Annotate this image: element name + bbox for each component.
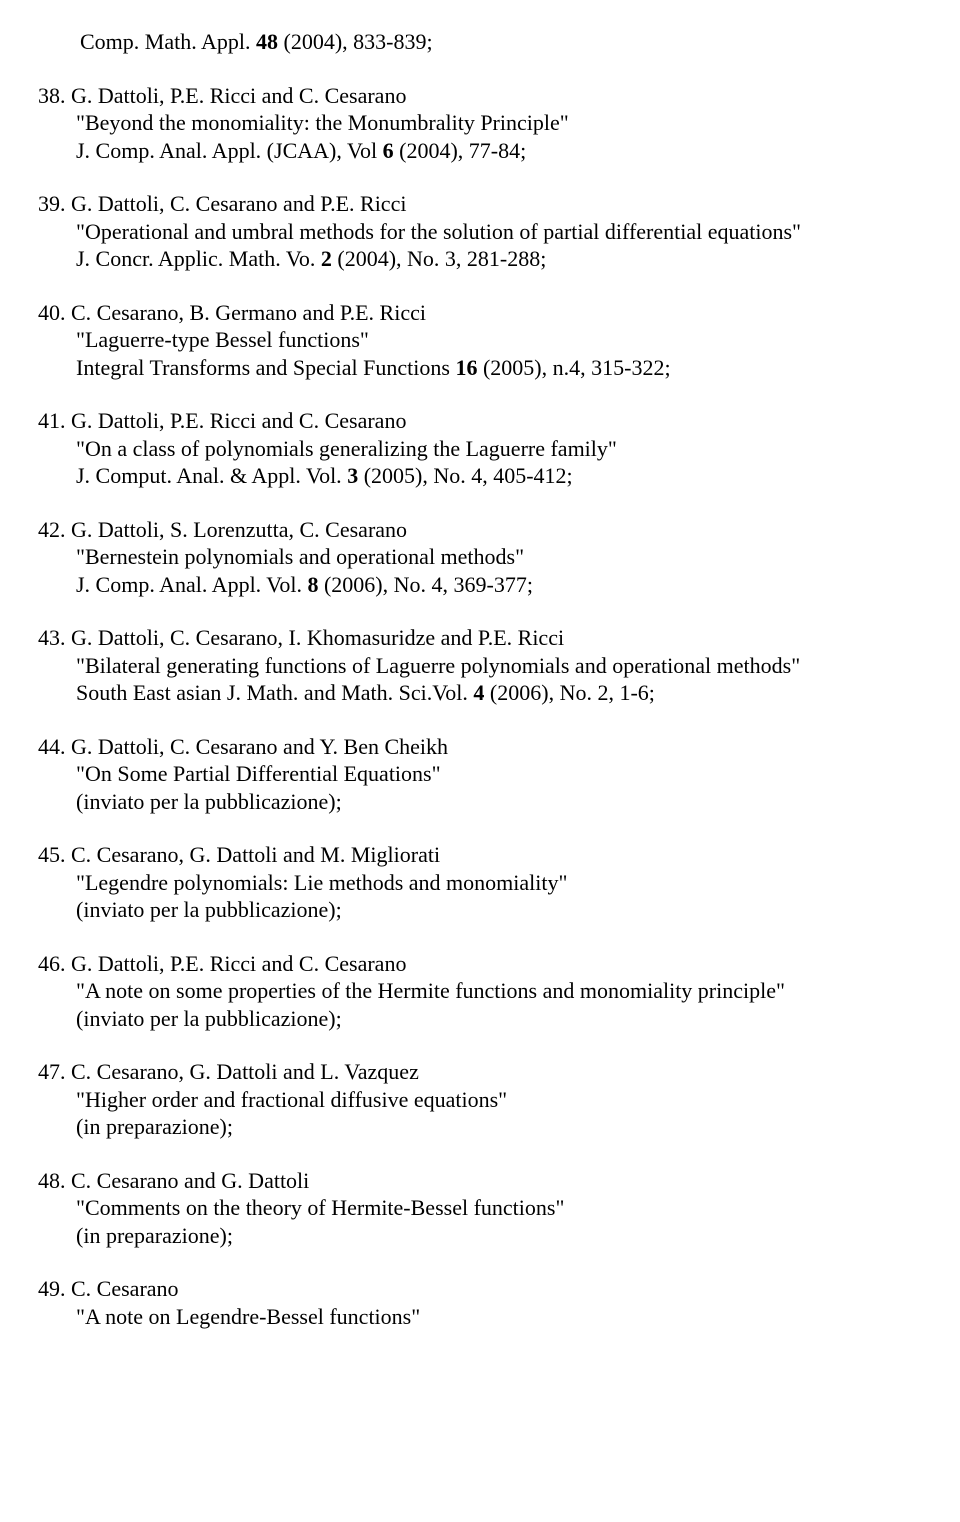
entry-journal: J. Comp. Anal. Appl. (JCAA), Vol 6 (2004… bbox=[38, 137, 900, 165]
bibliography-list: 38. G. Dattoli, P.E. Ricci and C. Cesara… bbox=[38, 82, 900, 1331]
entry-header: 43. G. Dattoli, C. Cesarano, I. Khomasur… bbox=[38, 624, 900, 652]
entry-header: 47. C. Cesarano, G. Dattoli and L. Vazqu… bbox=[38, 1058, 900, 1086]
entry-number: 39. bbox=[38, 191, 66, 216]
bibliography-entry: 46. G. Dattoli, P.E. Ricci and C. Cesara… bbox=[38, 950, 900, 1033]
entry-title: "A note on some properties of the Hermit… bbox=[38, 977, 900, 1005]
journal-text: (2004), No. 3, 281-288; bbox=[332, 246, 546, 271]
bibliography-entry: 49. C. Cesarano"A note on Legendre-Besse… bbox=[38, 1275, 900, 1330]
entry-title: "Comments on the theory of Hermite-Besse… bbox=[38, 1194, 900, 1222]
entry-number: 45. bbox=[38, 842, 66, 867]
journal-volume: 6 bbox=[383, 138, 394, 163]
entry-title: "Bernestein polynomials and operational … bbox=[38, 543, 900, 571]
entry-authors: G. Dattoli, P.E. Ricci and C. Cesarano bbox=[66, 951, 407, 976]
journal-volume: 2 bbox=[321, 246, 332, 271]
journal-text: J. Comp. Anal. Appl. (JCAA), Vol bbox=[76, 138, 383, 163]
entry-title: "Laguerre-type Bessel functions" bbox=[38, 326, 900, 354]
entry-number: 48. bbox=[38, 1168, 66, 1193]
journal-volume: 16 bbox=[455, 355, 477, 380]
entry-authors: G. Dattoli, P.E. Ricci and C. Cesarano bbox=[66, 408, 407, 433]
entry-header: 42. G. Dattoli, S. Lorenzutta, C. Cesara… bbox=[38, 516, 900, 544]
journal-text: J. Concr. Applic. Math. Vo. bbox=[76, 246, 321, 271]
entry-authors: C. Cesarano, B. Germano and P.E. Ricci bbox=[66, 300, 427, 325]
bibliography-entry: 48. C. Cesarano and G. Dattoli"Comments … bbox=[38, 1167, 900, 1250]
entry-title: "A note on Legendre-Bessel functions" bbox=[38, 1303, 900, 1331]
journal-text: (2004), 77-84; bbox=[394, 138, 527, 163]
entry-header: 41. G. Dattoli, P.E. Ricci and C. Cesara… bbox=[38, 407, 900, 435]
journal-volume: 3 bbox=[347, 463, 358, 488]
bibliography-entry: 41. G. Dattoli, P.E. Ricci and C. Cesara… bbox=[38, 407, 900, 490]
entry-header: 39. G. Dattoli, C. Cesarano and P.E. Ric… bbox=[38, 190, 900, 218]
journal-volume: 4 bbox=[473, 680, 484, 705]
entry-header: 48. C. Cesarano and G. Dattoli bbox=[38, 1167, 900, 1195]
entry-title: "Bilateral generating functions of Lague… bbox=[38, 652, 900, 680]
entry-authors: C. Cesarano, G. Dattoli and M. Migliorat… bbox=[66, 842, 441, 867]
bibliography-entry: 45. C. Cesarano, G. Dattoli and M. Migli… bbox=[38, 841, 900, 924]
entry-title: "On a class of polynomials generalizing … bbox=[38, 435, 900, 463]
entry-title: "Operational and umbral methods for the … bbox=[38, 218, 900, 246]
entry-authors: G. Dattoli, S. Lorenzutta, C. Cesarano bbox=[66, 517, 408, 542]
entry-authors: C. Cesarano bbox=[66, 1276, 179, 1301]
entry-authors: G. Dattoli, C. Cesarano, I. Khomasuridze… bbox=[66, 625, 565, 650]
entry-journal: South East asian J. Math. and Math. Sci.… bbox=[38, 679, 900, 707]
bibliography-entry: 40. C. Cesarano, B. Germano and P.E. Ric… bbox=[38, 299, 900, 382]
entry-header: 44. G. Dattoli, C. Cesarano and Y. Ben C… bbox=[38, 733, 900, 761]
entry-number: 44. bbox=[38, 734, 66, 759]
entry-number: 46. bbox=[38, 951, 66, 976]
entry-header: 49. C. Cesarano bbox=[38, 1275, 900, 1303]
entry-number: 43. bbox=[38, 625, 66, 650]
entry-authors: G. Dattoli, C. Cesarano and P.E. Ricci bbox=[66, 191, 407, 216]
journal-text: J. Comp. Anal. Appl. Vol. bbox=[76, 572, 307, 597]
journal-text: (2006), No. 2, 1-6; bbox=[484, 680, 654, 705]
entry-number: 38. bbox=[38, 83, 66, 108]
journal-text: Integral Transforms and Special Function… bbox=[76, 355, 455, 380]
entry-authors: G. Dattoli, P.E. Ricci and C. Cesarano bbox=[66, 83, 407, 108]
entry-number: 41. bbox=[38, 408, 66, 433]
journal-text: (2005), No. 4, 405-412; bbox=[358, 463, 572, 488]
journal-text: (2006), No. 4, 369-377; bbox=[318, 572, 532, 597]
entry-header: 45. C. Cesarano, G. Dattoli and M. Migli… bbox=[38, 841, 900, 869]
bibliography-entry: 47. C. Cesarano, G. Dattoli and L. Vazqu… bbox=[38, 1058, 900, 1141]
entry-title: "Higher order and fractional diffusive e… bbox=[38, 1086, 900, 1114]
top-continuation-line: Comp. Math. Appl. 48 (2004), 833-839; bbox=[38, 28, 900, 56]
entry-authors: C. Cesarano and G. Dattoli bbox=[66, 1168, 310, 1193]
bibliography-entry: 44. G. Dattoli, C. Cesarano and Y. Ben C… bbox=[38, 733, 900, 816]
entry-authors: C. Cesarano, G. Dattoli and L. Vazquez bbox=[66, 1059, 419, 1084]
journal-volume: 8 bbox=[307, 572, 318, 597]
bibliography-entry: 38. G. Dattoli, P.E. Ricci and C. Cesara… bbox=[38, 82, 900, 165]
bibliography-entry: 39. G. Dattoli, C. Cesarano and P.E. Ric… bbox=[38, 190, 900, 273]
entry-header: 46. G. Dattoli, P.E. Ricci and C. Cesara… bbox=[38, 950, 900, 978]
entry-note: (in preparazione); bbox=[38, 1222, 900, 1250]
entry-number: 49. bbox=[38, 1276, 66, 1301]
top-vol: 48 bbox=[256, 29, 278, 54]
journal-text: South East asian J. Math. and Math. Sci.… bbox=[76, 680, 473, 705]
entry-number: 40. bbox=[38, 300, 66, 325]
bibliography-entry: 43. G. Dattoli, C. Cesarano, I. Khomasur… bbox=[38, 624, 900, 707]
entry-number: 47. bbox=[38, 1059, 66, 1084]
entry-journal: J. Comp. Anal. Appl. Vol. 8 (2006), No. … bbox=[38, 571, 900, 599]
entry-header: 40. C. Cesarano, B. Germano and P.E. Ric… bbox=[38, 299, 900, 327]
entry-title: "On Some Partial Differential Equations" bbox=[38, 760, 900, 788]
journal-text: J. Comput. Anal. & Appl. Vol. bbox=[76, 463, 347, 488]
top-suffix: (2004), 833-839; bbox=[278, 29, 433, 54]
entry-note: (inviato per la pubblicazione); bbox=[38, 1005, 900, 1033]
entry-number: 42. bbox=[38, 517, 66, 542]
top-prefix: Comp. Math. Appl. bbox=[80, 29, 256, 54]
entry-authors: G. Dattoli, C. Cesarano and Y. Ben Cheik… bbox=[66, 734, 449, 759]
entry-note: (inviato per la pubblicazione); bbox=[38, 788, 900, 816]
bibliography-entry: 42. G. Dattoli, S. Lorenzutta, C. Cesara… bbox=[38, 516, 900, 599]
entry-note: (inviato per la pubblicazione); bbox=[38, 896, 900, 924]
entry-title: "Beyond the monomiality: the Monumbralit… bbox=[38, 109, 900, 137]
entry-header: 38. G. Dattoli, P.E. Ricci and C. Cesara… bbox=[38, 82, 900, 110]
entry-journal: J. Concr. Applic. Math. Vo. 2 (2004), No… bbox=[38, 245, 900, 273]
entry-journal: J. Comput. Anal. & Appl. Vol. 3 (2005), … bbox=[38, 462, 900, 490]
entry-note: (in preparazione); bbox=[38, 1113, 900, 1141]
entry-journal: Integral Transforms and Special Function… bbox=[38, 354, 900, 382]
journal-text: (2005), n.4, 315-322; bbox=[477, 355, 670, 380]
entry-title: "Legendre polynomials: Lie methods and m… bbox=[38, 869, 900, 897]
